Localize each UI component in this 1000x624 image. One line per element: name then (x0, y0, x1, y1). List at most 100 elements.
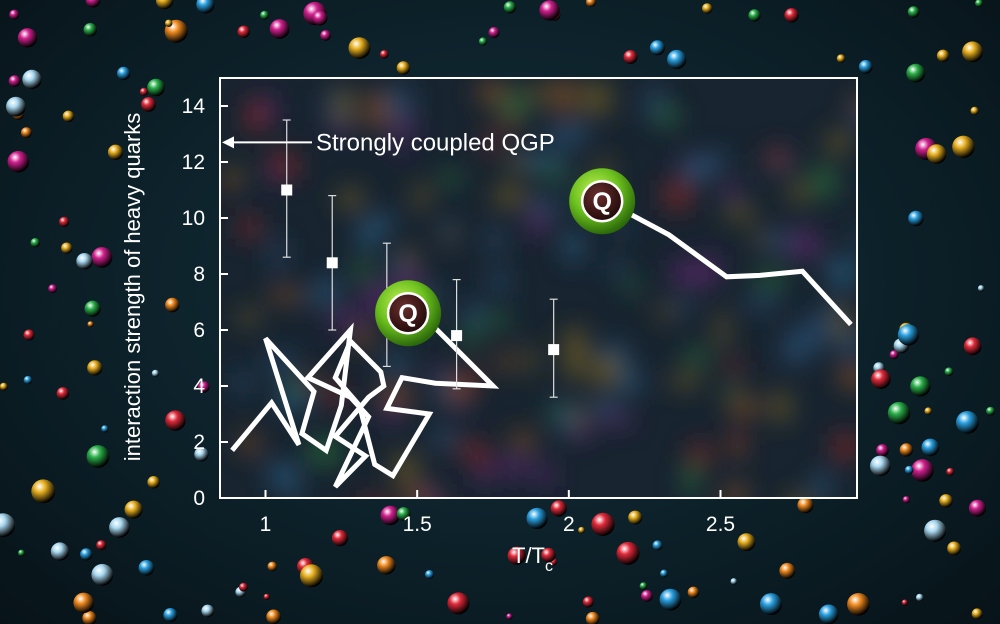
particle (702, 3, 713, 14)
particle (165, 19, 173, 27)
haze-patch (566, 351, 581, 382)
particle (977, 285, 985, 292)
particle (165, 410, 186, 431)
particle (141, 97, 156, 112)
haze-patch (484, 129, 497, 155)
particle (541, 547, 556, 563)
haze-patch (463, 302, 484, 326)
haze-patch (672, 260, 694, 286)
particle (0, 513, 15, 538)
haze-patch (685, 158, 709, 181)
particle (165, 297, 180, 313)
quark-badge-core (580, 179, 624, 223)
particle (667, 49, 687, 70)
particle (904, 465, 914, 475)
particle (312, 10, 328, 26)
haze-patch (385, 87, 413, 119)
particle (23, 375, 33, 385)
haze-patch (524, 347, 536, 373)
haze-patch (826, 132, 852, 152)
particle (396, 507, 411, 521)
haze-patch (600, 344, 626, 357)
haze-patch (355, 258, 371, 281)
haze-patch (442, 221, 455, 240)
particle (578, 526, 585, 534)
haze-patch (267, 168, 280, 182)
particle (971, 608, 983, 620)
x-tick-label: 2 (563, 513, 575, 536)
particle (962, 41, 983, 63)
particle (628, 510, 643, 525)
quark-badge-label: Q (592, 188, 611, 216)
particle (156, 0, 174, 10)
particle (239, 582, 248, 592)
particle (639, 582, 648, 590)
particle (616, 541, 640, 565)
haze-patch (683, 464, 699, 495)
particle (939, 494, 953, 508)
haze-patch (384, 355, 409, 373)
particle (83, 23, 97, 37)
particle (956, 411, 979, 434)
particle (897, 324, 920, 346)
particle (623, 50, 638, 65)
particle (91, 247, 113, 268)
particle (107, 144, 124, 160)
particle (147, 78, 165, 97)
haze-patch (490, 270, 509, 293)
particle (30, 238, 40, 248)
particle (924, 519, 947, 542)
particle (396, 61, 411, 75)
particle (50, 542, 69, 561)
plot-haze (220, 80, 857, 498)
y-tick-label: 4 (193, 375, 205, 398)
particle (818, 604, 839, 624)
quark-badge-label: Q (398, 300, 417, 328)
haze-patch (725, 384, 739, 400)
particle (871, 369, 891, 390)
particle (748, 9, 761, 22)
haze-patch (762, 232, 792, 251)
x-axis-label-subscript: c (545, 558, 553, 575)
haze-patch (787, 494, 809, 498)
haze-patch (657, 305, 673, 319)
haze-patch (328, 310, 359, 328)
haze-patch (591, 356, 620, 387)
particle (591, 512, 615, 537)
haze-patch (753, 232, 766, 246)
particle (86, 445, 110, 468)
particle (797, 497, 814, 514)
haze-patch (286, 473, 300, 498)
particle (924, 407, 932, 415)
particle (585, 611, 600, 624)
haze-patch (771, 392, 791, 422)
particle (660, 569, 668, 578)
haze-patch (853, 103, 857, 127)
haze-patch (746, 295, 778, 311)
particle (80, 548, 93, 561)
haze-patch (790, 180, 806, 205)
trajectories (230, 201, 853, 489)
particle (986, 406, 995, 416)
haze-patch (494, 185, 525, 207)
particle (61, 242, 73, 254)
particle (18, 549, 25, 557)
haze-patch (258, 100, 277, 117)
particle (320, 30, 331, 41)
particle (267, 561, 278, 572)
haze-patch (483, 314, 511, 327)
haze-patch (730, 442, 746, 455)
haze-patch (663, 180, 692, 210)
y-tick-label: 0 (193, 487, 205, 510)
particle (109, 517, 130, 538)
particle (488, 27, 500, 38)
haze-patch (564, 231, 583, 262)
haze-patch (782, 331, 806, 365)
particle (970, 106, 979, 115)
particle (300, 564, 323, 588)
haze-patch (286, 380, 302, 396)
y-tick-label: 12 (182, 151, 205, 174)
particle (380, 505, 400, 526)
